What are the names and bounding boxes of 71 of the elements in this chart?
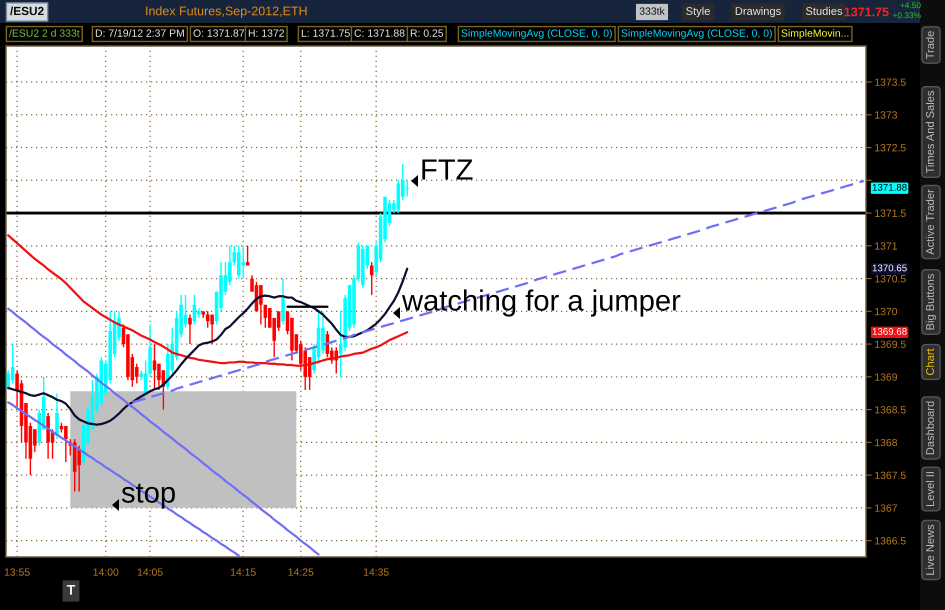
- candlestick: [152, 343, 156, 391]
- x-tick-label: 14:35: [364, 568, 389, 576]
- annotation: stop: [122, 484, 175, 509]
- text: SimpleMovingAvg (CLOSE, 0, 0): [461, 29, 612, 39]
- y-tick-label: 1367: [875, 504, 897, 512]
- text: Trade: [926, 31, 934, 60]
- candlestick: [370, 261, 374, 296]
- candlestick: [144, 360, 148, 394]
- candlestick: [210, 314, 214, 345]
- y-tick-label: 1369: [875, 373, 898, 381]
- y-tick-label: 1367.5: [875, 472, 906, 479]
- x-tick-label: 13:55: [4, 568, 30, 576]
- x-tick-label: 14:15: [230, 568, 256, 576]
- text: 1371.75: [844, 8, 889, 16]
- text: 1371.88: [872, 184, 907, 191]
- y-tick-label: 1366.5: [875, 537, 906, 544]
- text: Live News: [926, 524, 934, 575]
- text: SimpleMovingAvg (CLOSE, 0, 0): [621, 29, 772, 39]
- text: SimpleMovin...: [781, 29, 848, 39]
- text: 1370.65: [872, 264, 907, 272]
- text: /ESU2 2 d 333t: [9, 29, 80, 37]
- text: Style: [686, 6, 710, 18]
- y-tick-label: 1371: [875, 242, 897, 250]
- text: T: [66, 585, 76, 595]
- x-tick-label: 14:05: [138, 568, 163, 576]
- candlestick: [55, 392, 59, 440]
- candlestick: [241, 245, 245, 280]
- text: Big Buttons: [926, 274, 936, 330]
- x-tick-label: 14:25: [288, 568, 314, 576]
- text: +4.50: [900, 2, 921, 8]
- candlestick: [281, 278, 285, 326]
- y-tick-label: 1373.5: [875, 78, 906, 86]
- y-tick-label: 1369.5: [875, 340, 906, 348]
- candlestick: [236, 245, 241, 280]
- text: Times And Sales: [926, 90, 934, 174]
- text: +0.33%: [892, 12, 921, 18]
- candlestick: [192, 294, 196, 326]
- text: Chart: [926, 348, 934, 376]
- candlestick: [188, 314, 192, 345]
- candlestick: [10, 343, 14, 384]
- text: C: 1371.88: [354, 29, 405, 37]
- y-tick-label: 1372.5: [875, 144, 906, 152]
- line-series: [131, 180, 865, 404]
- line-series: [7, 308, 320, 556]
- line-series: [7, 401, 240, 557]
- y-tick-label: 1368: [875, 438, 898, 446]
- candlestick: [405, 180, 409, 198]
- y-tick-label: 1373: [875, 111, 898, 119]
- y-tick-label: 1368.5: [875, 406, 906, 414]
- text: D: 7/19/12 2:37 PM: [96, 29, 184, 37]
- text: Level II: [926, 472, 934, 506]
- candlestick: [321, 310, 325, 355]
- text: Studies: [806, 6, 842, 15]
- x-tick-label: 14:00: [94, 568, 118, 576]
- text: L: 1371.75: [302, 29, 350, 37]
- y-tick-label: 1370.5: [875, 275, 906, 282]
- candlestick: [246, 245, 250, 266]
- candlestick: [264, 304, 268, 328]
- text: Active Trader: [926, 189, 934, 255]
- y-tick-label: 1370: [875, 308, 898, 316]
- chart-title: /ESU2: [10, 6, 44, 16]
- chart-subtitle: Index Futures,Sep-2012,ETH: [146, 6, 307, 18]
- text: O: 1371.87: [193, 29, 244, 37]
- text: H: 1372: [248, 29, 284, 37]
- annotation: FTZ: [422, 159, 473, 180]
- text: 1369.68: [872, 328, 907, 335]
- text: Dashboard: [926, 402, 934, 454]
- y-tick-label: 1371.5: [875, 210, 906, 217]
- text: 333tk: [640, 7, 665, 15]
- text: Drawings: [736, 6, 781, 18]
- text: R: 0.25: [410, 29, 444, 37]
